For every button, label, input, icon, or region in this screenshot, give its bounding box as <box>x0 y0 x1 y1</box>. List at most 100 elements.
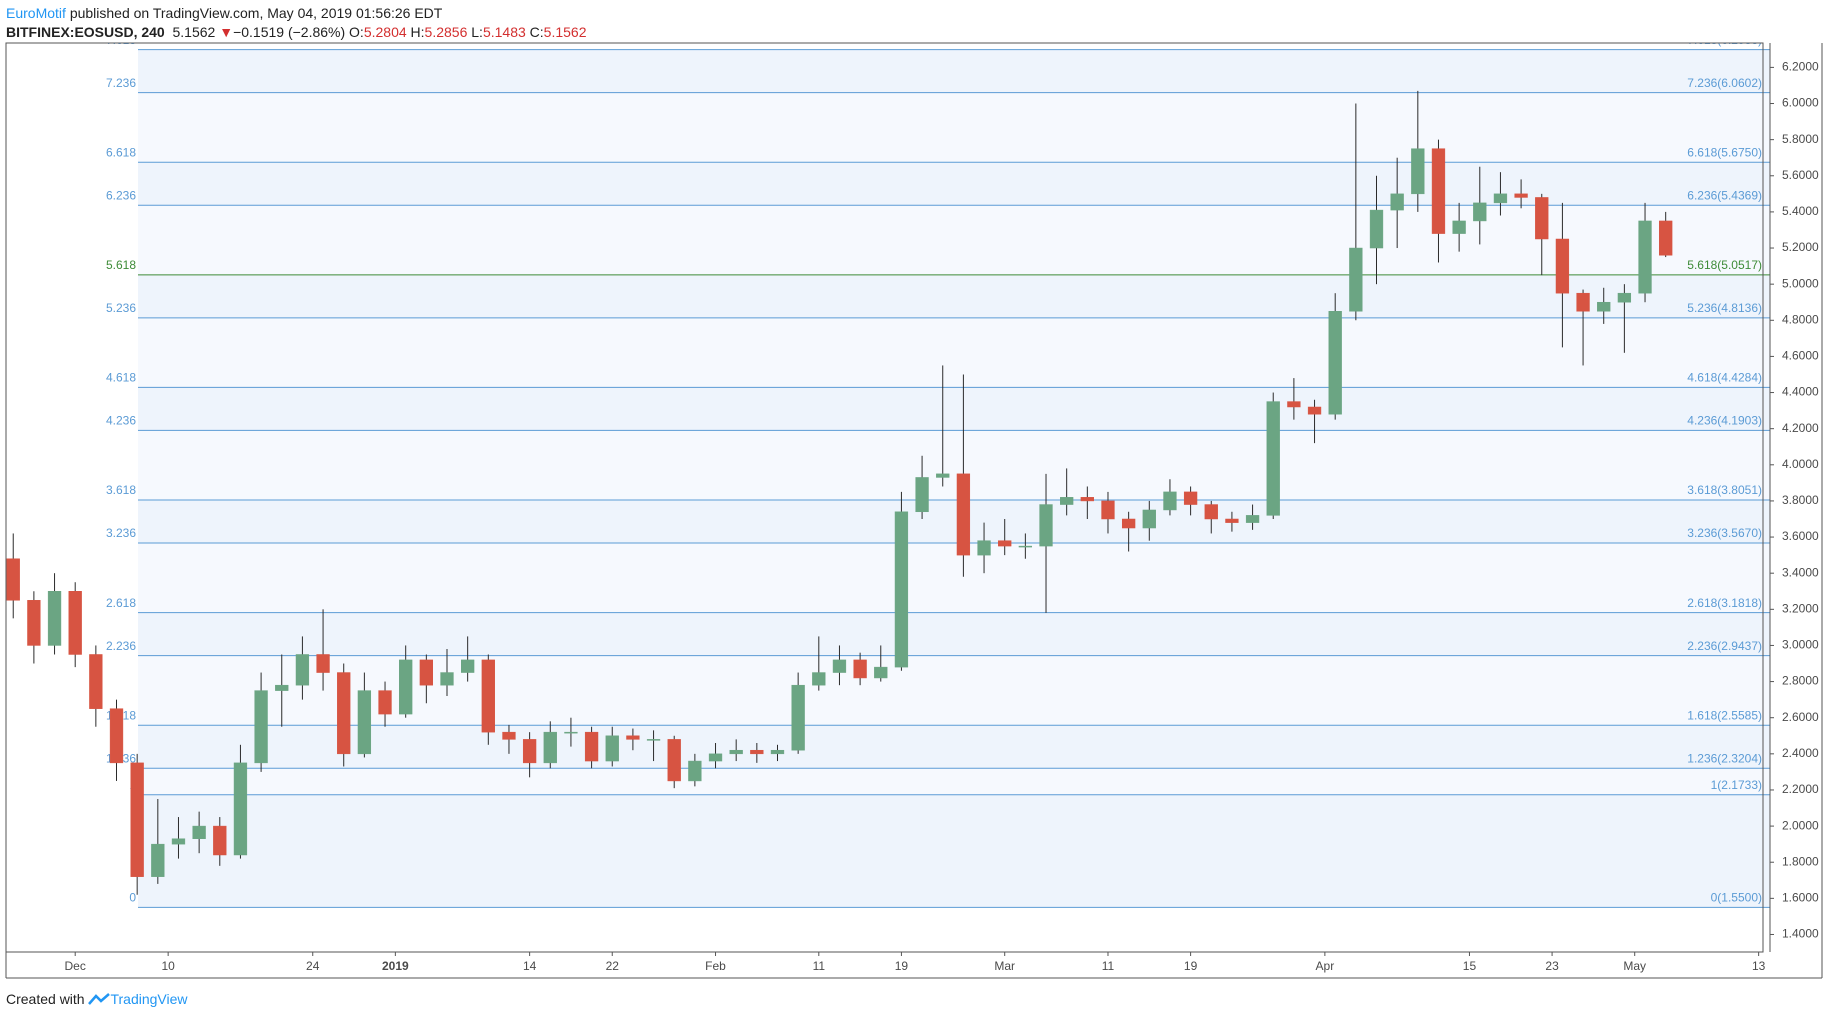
fib-ratio-label: 6.236 <box>106 188 136 202</box>
fib-band <box>138 725 1770 769</box>
candle-body <box>1266 401 1280 516</box>
candle-body <box>233 762 248 856</box>
fib-band <box>138 92 1770 163</box>
x-tick-label: 14 <box>523 959 537 973</box>
y-tick-label: 5.6000 <box>1782 168 1819 182</box>
candle-body <box>419 659 433 686</box>
footer: Created with TradingView <box>6 991 188 1007</box>
candle-body <box>646 739 661 741</box>
candle-body <box>667 739 681 782</box>
candle-body <box>295 654 310 686</box>
candle-body <box>977 540 991 556</box>
candle-body <box>1555 238 1570 294</box>
fib-price-label: 1.236(2.3204) <box>1687 751 1762 765</box>
candle-body <box>1638 220 1652 294</box>
y-tick-label: 5.4000 <box>1782 204 1819 218</box>
y-tick-label: 4.6000 <box>1782 349 1819 363</box>
candle-body <box>874 666 888 679</box>
fib-band <box>138 794 1770 908</box>
candle-body <box>1411 148 1425 195</box>
symbol-line: BITFINEX:EOSUSD, 240 5.1562 ▼−0.1519 (−2… <box>6 23 587 42</box>
candle-body <box>1039 504 1053 547</box>
candle-body <box>1101 500 1115 520</box>
candle-body <box>151 843 165 877</box>
y-tick-label: 2.2000 <box>1782 782 1819 796</box>
author[interactable]: EuroMotif <box>6 5 66 21</box>
candle-body <box>1060 497 1074 505</box>
y-tick-label: 4.0000 <box>1782 457 1819 471</box>
brand[interactable]: TradingView <box>110 991 188 1007</box>
candle-body <box>1018 545 1033 548</box>
ohlc-label: H: <box>410 24 425 40</box>
chart: 00(1.5500)11(2.1733)1.2361.236(2.3204)1.… <box>5 33 1823 979</box>
fib-ratio-label: 3.618 <box>106 483 136 497</box>
candle-body <box>1328 311 1342 415</box>
fib-band <box>138 317 1770 388</box>
x-tick-label: 23 <box>1545 959 1559 973</box>
y-tick-label: 4.8000 <box>1782 312 1819 326</box>
candle-body <box>337 672 351 755</box>
y-tick-label: 2.4000 <box>1782 746 1819 760</box>
candle-body <box>399 659 413 715</box>
x-tick-label: 11 <box>1102 959 1115 973</box>
candle-body <box>1142 509 1156 529</box>
fib-ratio-label: 2.618 <box>106 596 136 610</box>
fib-band <box>138 543 1770 613</box>
candle-body <box>68 591 82 655</box>
y-tick-label: 1.8000 <box>1782 854 1819 868</box>
published: published on TradingView.com, May 04, 20… <box>69 5 443 21</box>
ohlc-label: O: <box>349 24 364 40</box>
candle-body <box>378 690 392 715</box>
ohlc-value: 5.2856 <box>424 24 468 40</box>
candle-body <box>1535 197 1549 240</box>
candle-body <box>27 600 41 646</box>
fib-ratio-label: 5.236 <box>106 301 136 315</box>
x-tick-label: 2019 <box>382 959 409 973</box>
candle-body <box>254 690 268 764</box>
candle-body <box>998 540 1012 547</box>
candle-body <box>1225 518 1239 523</box>
y-tick-label: 6.0000 <box>1782 96 1819 110</box>
candle-body <box>502 731 516 740</box>
candle-body <box>956 473 971 556</box>
candle-body <box>461 659 475 673</box>
candle-body <box>440 672 454 686</box>
candle-body <box>853 659 867 679</box>
fib-band <box>138 387 1770 431</box>
y-tick-label: 3.2000 <box>1782 601 1819 615</box>
candle-body <box>1307 406 1322 415</box>
candle-body <box>1245 515 1260 523</box>
y-tick-label: 3.6000 <box>1782 529 1819 543</box>
x-tick-label: 11 <box>813 959 826 973</box>
candle-body <box>605 735 619 762</box>
plot-frame <box>5 42 1764 953</box>
candle-body <box>89 654 103 709</box>
candle-body <box>1514 193 1528 198</box>
y-tick-label: 2.6000 <box>1782 710 1819 724</box>
candle-body <box>543 731 557 764</box>
y-tick-label: 5.2000 <box>1782 240 1819 254</box>
candle-body <box>171 838 186 845</box>
y-tick-label: 3.0000 <box>1782 638 1819 652</box>
candle-body <box>1163 491 1177 511</box>
fib-ratio-label: 5.618 <box>106 258 136 272</box>
x-tick-label: Dec <box>65 959 86 973</box>
fib-band <box>138 205 1770 275</box>
candle-body <box>275 684 289 691</box>
x-tick-label: Feb <box>705 959 726 973</box>
candle-body <box>130 762 144 877</box>
fib-price-label: 1(2.1733) <box>1711 778 1762 792</box>
candle-body <box>832 659 847 673</box>
candle-body <box>192 825 206 839</box>
y-tick-label: 4.2000 <box>1782 421 1819 435</box>
x-tick-label: May <box>1623 959 1646 973</box>
y-tick-label: 3.8000 <box>1782 493 1819 507</box>
fib-price-label: 7.618(6.2983) <box>1687 33 1762 47</box>
candle-body <box>791 684 805 751</box>
candle-body <box>1349 247 1363 312</box>
fib-ratio-label: 2.236 <box>106 639 136 653</box>
candle-body <box>1431 148 1446 234</box>
candle-body <box>1617 292 1632 303</box>
candle-body <box>688 760 702 782</box>
